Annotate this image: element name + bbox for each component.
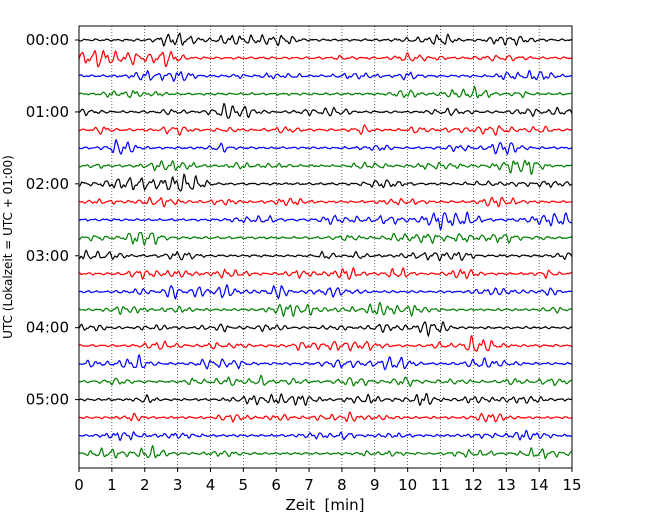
- x-tick-label-14: 14: [530, 476, 549, 494]
- trace-line-12: [78, 231, 573, 246]
- trace-line-14: [78, 266, 573, 280]
- trace-line-21: [78, 392, 573, 407]
- trace-line-17: [78, 320, 573, 338]
- x-tick-label-6: 6: [271, 476, 281, 494]
- trace-line-4: [78, 85, 572, 99]
- y-tick-label-00:00: 00:00: [26, 31, 69, 49]
- y-axis-ticks: 00:00 01:00 02:00 03:00 04:00 05:00: [26, 31, 79, 409]
- y-tick-label-01:00: 01:00: [26, 103, 69, 121]
- x-tick-label-12: 12: [464, 476, 483, 494]
- x-tick-label-7: 7: [304, 476, 314, 494]
- trace-line-3: [78, 69, 572, 82]
- trace-line-10: [78, 196, 572, 208]
- trace-line-5: [78, 102, 573, 119]
- x-tick-label-2: 2: [140, 476, 150, 494]
- trace-line-11: [78, 211, 573, 230]
- y-axis-label: UTC (Lokalzeit = UTC + 01:00): [1, 155, 15, 339]
- x-tick-label-11: 11: [431, 476, 450, 494]
- y-tick-label-03:00: 03:00: [26, 247, 69, 265]
- trace-line-9: [78, 173, 573, 192]
- trace-line-23: [78, 429, 572, 441]
- trace-line-19: [78, 353, 573, 371]
- x-tick-label-9: 9: [370, 476, 380, 494]
- trace-line-6: [78, 123, 572, 136]
- x-axis-ticks: 0 1 2 3 4 5 6 7 8 9 10 11 12 13 14 15: [74, 468, 582, 494]
- trace-line-7: [78, 138, 573, 156]
- x-tick-label-10: 10: [398, 476, 417, 494]
- y-tick-label-04:00: 04:00: [26, 319, 69, 337]
- trace-line-18: [78, 334, 573, 353]
- trace-line-24: [78, 444, 572, 460]
- trace-line-22: [78, 410, 573, 424]
- x-tick-label-0: 0: [74, 476, 84, 494]
- trace-line-1: [78, 32, 573, 47]
- seismic-traces: [78, 32, 573, 460]
- x-tick-label-15: 15: [562, 476, 581, 494]
- x-tick-label-4: 4: [206, 476, 216, 494]
- trace-line-2: [78, 49, 572, 68]
- trace-line-20: [78, 374, 573, 388]
- trace-line-8: [78, 159, 572, 176]
- x-tick-label-5: 5: [239, 476, 249, 494]
- trace-line-13: [78, 249, 573, 262]
- plot-frame: [78, 25, 573, 469]
- trace-line-16: [78, 301, 572, 318]
- x-axis-label: Zeit [min]: [285, 496, 364, 514]
- y-tick-label-02:00: 02:00: [26, 175, 69, 193]
- y-tick-label-05:00: 05:00: [26, 391, 69, 409]
- x-tick-label-8: 8: [337, 476, 347, 494]
- plot-area-background: [79, 26, 572, 468]
- x-tick-label-3: 3: [173, 476, 183, 494]
- x-tick-label-13: 13: [497, 476, 516, 494]
- x-tick-label-1: 1: [107, 476, 117, 494]
- trace-line-15: [78, 284, 572, 300]
